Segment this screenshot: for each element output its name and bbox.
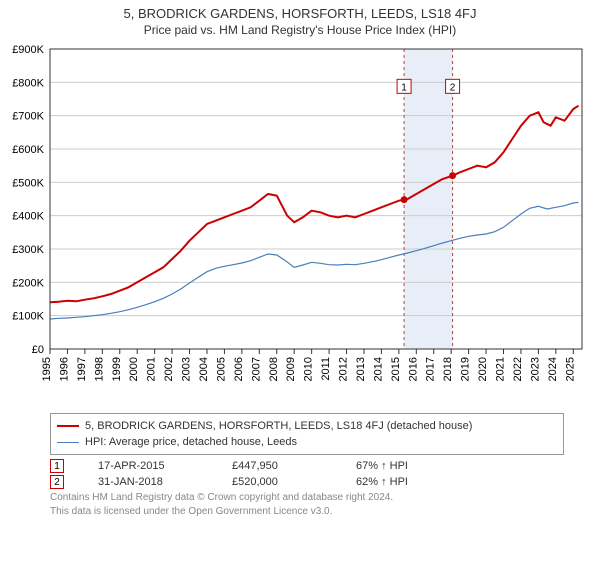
x-tick-label: 2004 — [198, 357, 210, 381]
footer-line1: Contains HM Land Registry data © Crown c… — [50, 491, 564, 505]
y-tick-label: £0 — [32, 344, 44, 356]
transaction-row: 2 31-JAN-2018 £520,000 62% ↑ HPI — [50, 475, 564, 489]
transaction-index-box: 2 — [50, 475, 64, 489]
chart-plot-area: £0 £100K £200K £300K £400K £500K £600K £700K £80… — [0, 41, 600, 411]
y-tick-label: £200K — [12, 277, 44, 289]
y-tick-label: £900K — [12, 44, 44, 56]
footer-line2: This data is licensed under the Open Gov… — [50, 505, 564, 519]
transaction-vs-hpi: 62% ↑ HPI — [356, 476, 408, 488]
legend-item: 5, BRODRICK GARDENS, HORSFORTH, LEEDS, L… — [57, 418, 557, 434]
transaction-index-box: 1 — [50, 459, 64, 473]
x-tick-label: 1995 — [41, 357, 53, 381]
x-tick-label: 2002 — [163, 357, 175, 381]
x-tick-label: 2000 — [128, 357, 140, 381]
y-tick-label: £300K — [12, 244, 44, 256]
x-tick-label: 2011 — [320, 357, 332, 381]
transaction-marker-dot — [449, 172, 456, 179]
y-tick-label: £800K — [12, 77, 44, 89]
x-tick-label: 1998 — [93, 357, 105, 381]
x-tick-label: 2017 — [425, 357, 437, 381]
x-tick-label: 2015 — [390, 357, 402, 381]
line-chart-svg: £0 £100K £200K £300K £400K £500K £600K £700K £80… — [0, 41, 600, 411]
y-tick-label: £100K — [12, 311, 44, 323]
x-tick-label: 2008 — [268, 357, 280, 381]
x-tick-label: 2025 — [564, 357, 576, 381]
x-tick-label: 2022 — [512, 357, 524, 381]
chart-title: 5, BRODRICK GARDENS, HORSFORTH, LEEDS, L… — [0, 6, 600, 21]
x-tick-label: 2012 — [338, 357, 350, 381]
x-tick-label: 2020 — [477, 357, 489, 381]
legend-label: HPI: Average price, detached house, Leed… — [85, 434, 297, 450]
transaction-date: 31-JAN-2018 — [98, 476, 198, 488]
x-tick-label: 2019 — [460, 357, 472, 381]
transactions-table: 1 17-APR-2015 £447,950 67% ↑ HPI 2 31-JAN-201… — [50, 459, 564, 489]
x-tick-label: 2018 — [442, 357, 454, 381]
x-tick-label: 2016 — [407, 357, 419, 381]
x-tick-label: 2009 — [285, 357, 297, 381]
legend-swatch — [57, 425, 79, 427]
transaction-vs-hpi: 67% ↑ HPI — [356, 460, 408, 472]
y-tick-label: £600K — [12, 144, 44, 156]
legend-swatch — [57, 442, 79, 443]
x-tick-label: 2021 — [495, 357, 507, 381]
x-tick-label: 2005 — [215, 357, 227, 381]
x-tick-label: 2013 — [355, 357, 367, 381]
y-tick-label: £700K — [12, 111, 44, 123]
transaction-row: 1 17-APR-2015 £447,950 67% ↑ HPI — [50, 459, 564, 473]
legend: 5, BRODRICK GARDENS, HORSFORTH, LEEDS, L… — [50, 413, 564, 455]
x-tick-label: 2006 — [233, 357, 245, 381]
footer-attribution: Contains HM Land Registry data © Crown c… — [50, 491, 564, 518]
x-tick-label: 2023 — [529, 357, 541, 381]
transaction-price: £520,000 — [232, 476, 322, 488]
x-tick-label: 2003 — [181, 357, 193, 381]
transaction-date: 17-APR-2015 — [98, 460, 198, 472]
x-tick-label: 2024 — [547, 357, 559, 381]
legend-label: 5, BRODRICK GARDENS, HORSFORTH, LEEDS, L… — [85, 418, 472, 434]
x-tick-label: 2007 — [250, 357, 262, 381]
transaction-marker-number: 1 — [401, 82, 407, 93]
legend-item: HPI: Average price, detached house, Leed… — [57, 434, 557, 450]
x-tick-label: 2010 — [303, 357, 315, 381]
transaction-price: £447,950 — [232, 460, 322, 472]
x-tick-label: 2014 — [372, 357, 384, 381]
chart-container: 5, BRODRICK GARDENS, HORSFORTH, LEEDS, L… — [0, 6, 600, 518]
x-tick-label: 1997 — [76, 357, 88, 381]
x-tick-label: 2001 — [146, 357, 158, 381]
x-tick-label: 1999 — [111, 357, 123, 381]
transaction-marker-dot — [401, 196, 408, 203]
chart-subtitle: Price paid vs. HM Land Registry's House … — [0, 23, 600, 37]
y-tick-label: £400K — [12, 211, 44, 223]
y-tick-label: £500K — [12, 177, 44, 189]
transaction-marker-number: 2 — [450, 82, 456, 93]
x-tick-label: 1996 — [58, 357, 70, 381]
